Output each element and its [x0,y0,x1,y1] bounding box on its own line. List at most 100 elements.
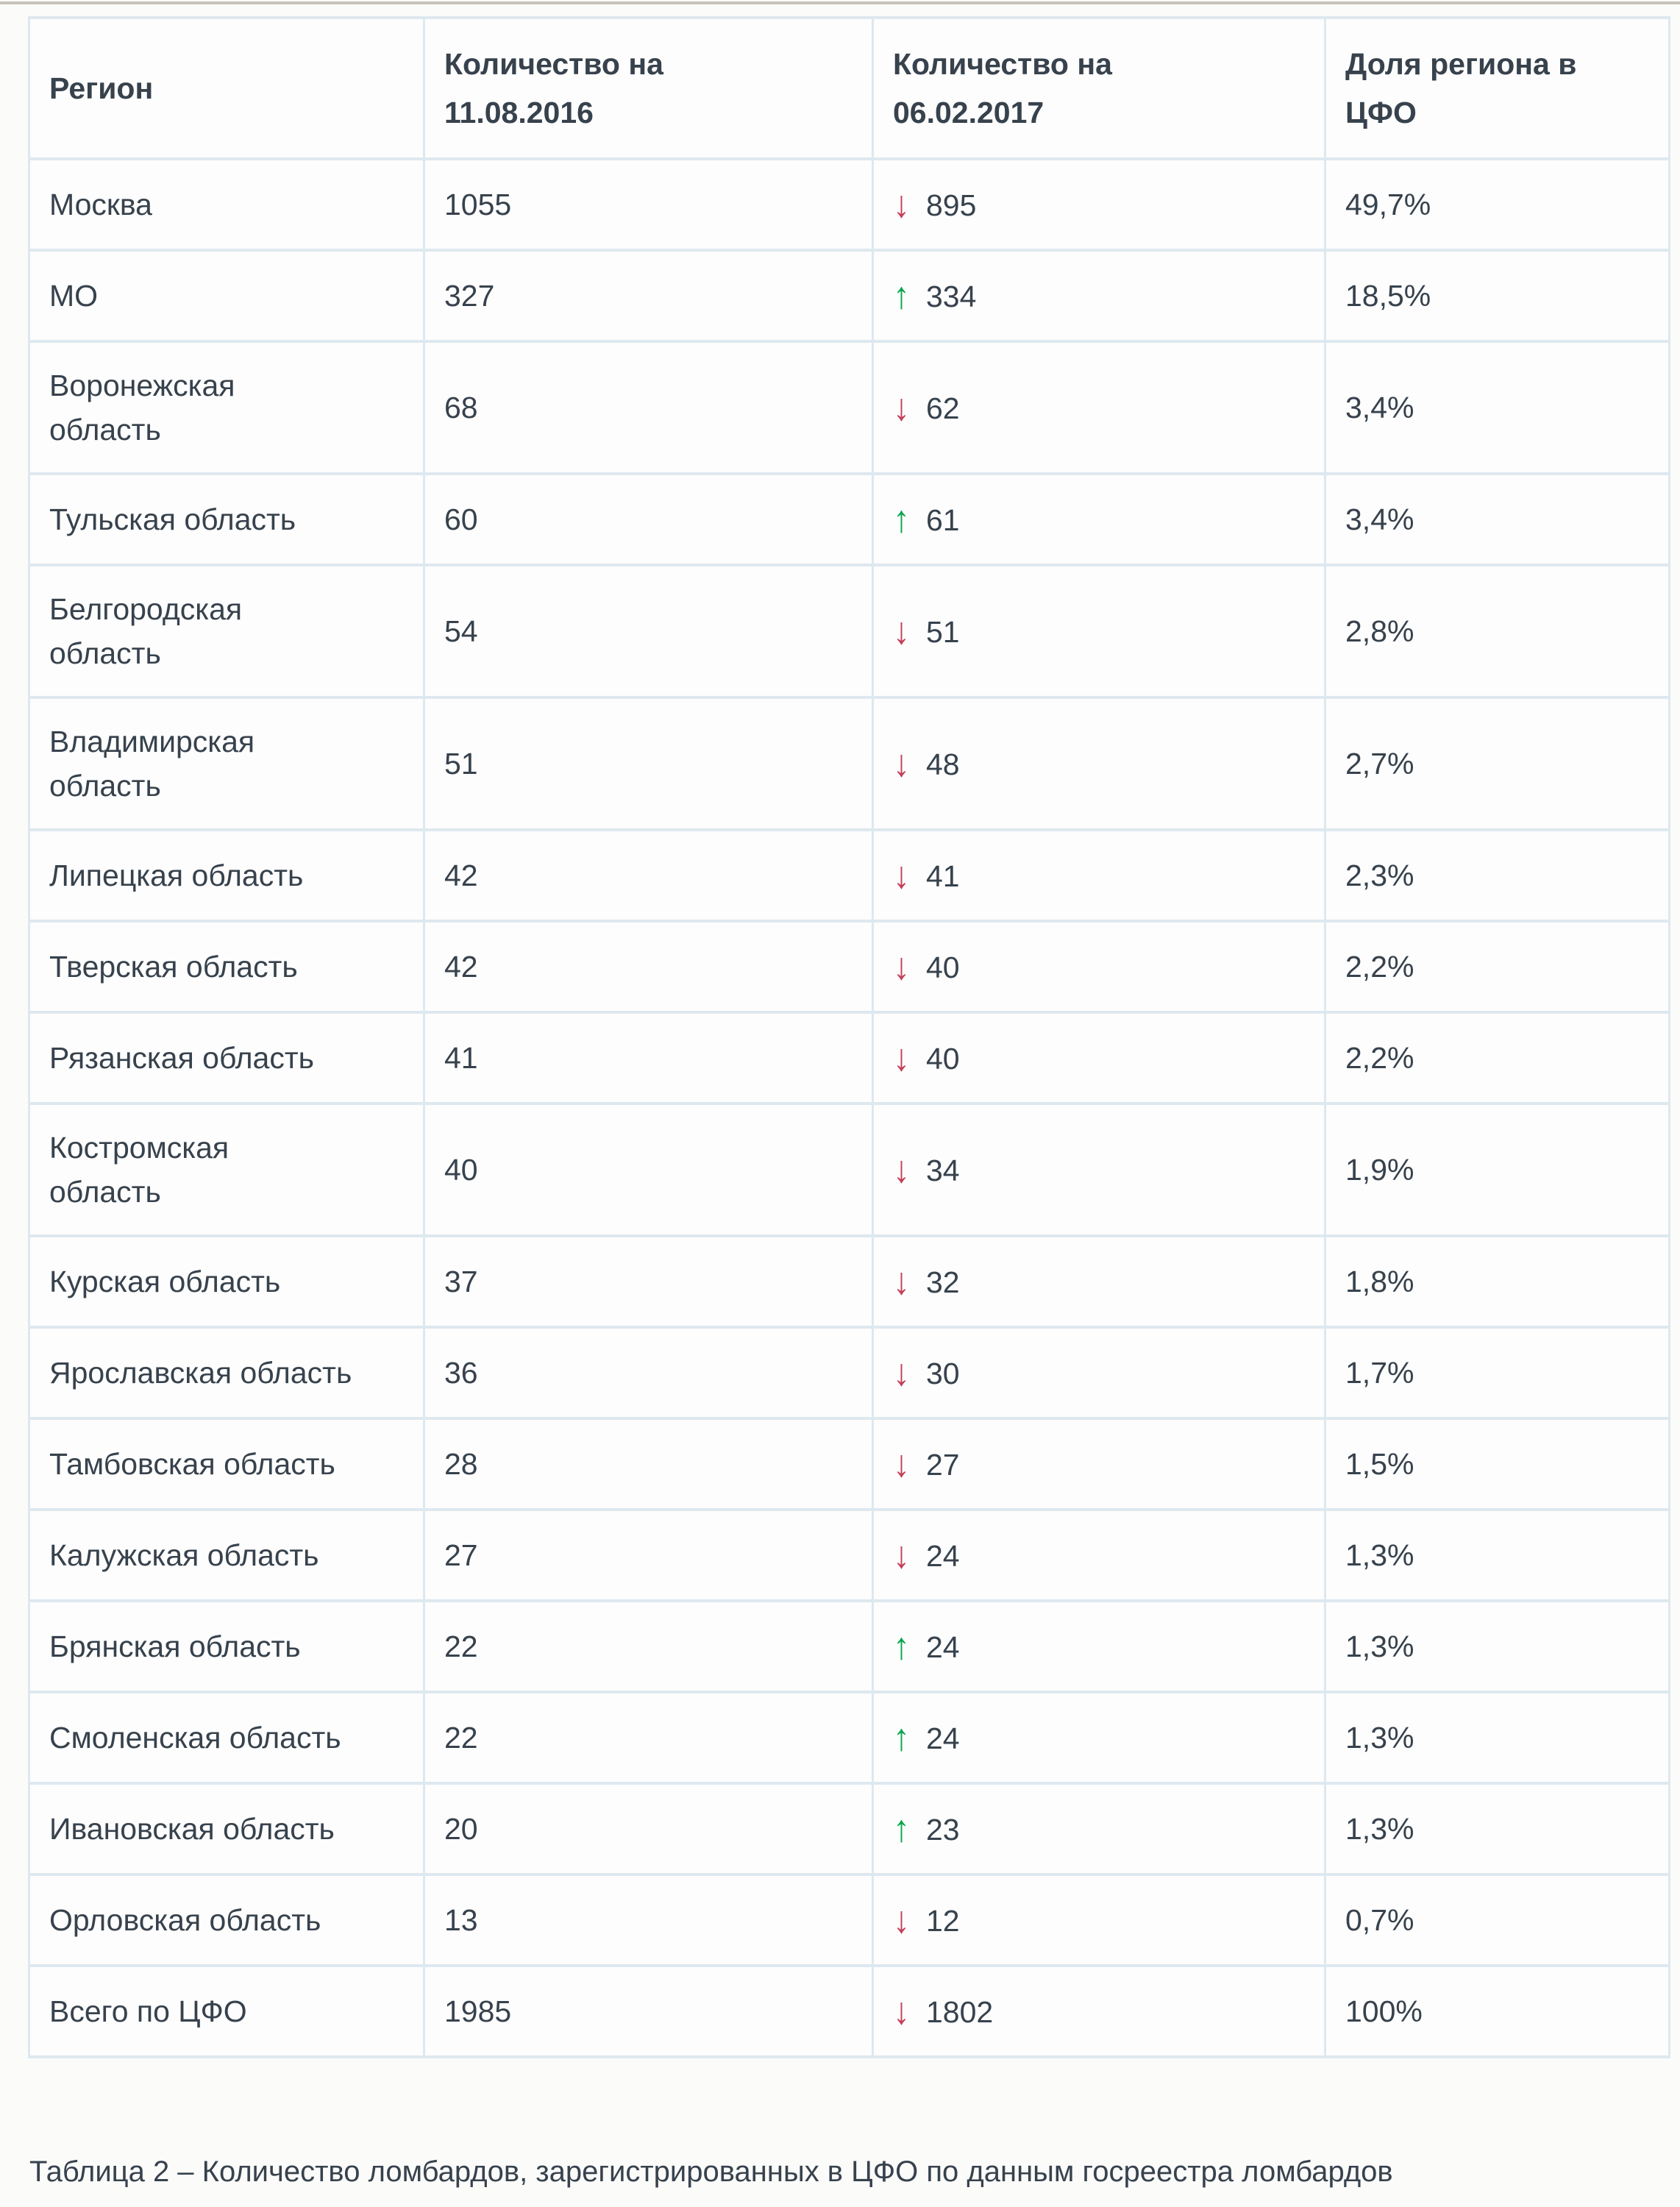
regions-table-body: Москва 1055 ↓ 895 49,7% МО 327 ↑ 334 18,5% Воронеж… [28,157,1670,2058]
share-cell: 18,5% [1324,249,1670,343]
share-cell: 2,3% [1324,828,1670,923]
share-cell: 1,8% [1324,1234,1670,1329]
table-row: Калужская область 27 ↓ 24 1,3% [28,1508,1670,1602]
count-2017-cell: ↑ 24 [872,1599,1326,1694]
count-2017-cell: ↓ 34 [872,1102,1326,1237]
header-share: Доля региона в ЦФО [1324,16,1670,160]
down-arrow-icon: ↓ [893,1035,910,1079]
count-2017-value: 24 [926,1539,960,1573]
count-2016-cell: 51 [423,696,874,831]
count-2017-value: 51 [926,615,960,649]
share-cell: 1,9% [1324,1102,1670,1237]
region-cell: Тверская область [28,920,425,1014]
table-row: Липецкая область 42 ↓ 41 2,3% [28,828,1670,923]
table-row: Смоленская область 22 ↑ 24 1,3% [28,1691,1670,1785]
count-2017-value: 27 [926,1448,960,1482]
count-2016-cell: 13 [423,1873,874,1967]
table-row: Всего по ЦФО 1985 ↓ 1802 100% [28,1964,1670,2058]
down-arrow-icon: ↓ [893,741,910,785]
count-2016-cell: 41 [423,1011,874,1105]
table-row: Тамбовская область 28 ↓ 27 1,5% [28,1417,1670,1511]
count-2017-value: 41 [926,859,960,893]
header-region: Регион [28,16,425,160]
count-2017-cell: ↓ 40 [872,1011,1326,1105]
count-2017-value: 40 [926,950,960,984]
count-2016-cell: 42 [423,920,874,1014]
count-2016-cell: 327 [423,249,874,343]
count-2017-cell: ↓ 895 [872,157,1326,252]
table-row: Тульская область 60 ↑ 61 3,4% [28,472,1670,566]
share-cell: 49,7% [1324,157,1670,252]
down-arrow-icon: ↓ [893,1259,910,1303]
count-2016-cell: 1985 [423,1964,874,2058]
count-2016-cell: 54 [423,564,874,699]
up-arrow-icon: ↑ [893,273,910,317]
table-row: Владимирская область 51 ↓ 48 2,7% [28,696,1670,831]
share-cell: 3,4% [1324,472,1670,566]
region-cell: Тамбовская область [28,1417,425,1511]
table-row: Ярославская область 36 ↓ 30 1,7% [28,1326,1670,1420]
region-cell: Тульская область [28,472,425,566]
share-cell: 1,3% [1324,1508,1670,1602]
region-cell: Липецкая область [28,828,425,923]
count-2017-cell: ↓ 62 [872,340,1326,475]
up-arrow-icon: ↑ [893,1624,910,1668]
count-2017-cell: ↓ 30 [872,1326,1326,1420]
region-cell: Белгородская область [28,564,425,699]
count-2016-cell: 40 [423,1102,874,1237]
count-2017-value: 895 [926,188,977,222]
count-2016-cell: 27 [423,1508,874,1602]
share-cell: 2,7% [1324,696,1670,831]
count-2017-cell: ↓ 1802 [872,1964,1326,2058]
count-2017-value: 334 [926,280,977,313]
count-2016-cell: 42 [423,828,874,923]
count-2017-value: 40 [926,1042,960,1076]
region-cell: Воронежская область [28,340,425,475]
down-arrow-icon: ↓ [893,1350,910,1394]
count-2017-cell: ↑ 24 [872,1691,1326,1785]
count-2016-cell: 36 [423,1326,874,1420]
count-2017-value: 24 [926,1721,960,1755]
count-2016-cell: 68 [423,340,874,475]
header-row: Регион Количество на 11.08.2016 Количест… [28,16,1670,160]
region-cell: МО [28,249,425,343]
region-cell: Ярославская область [28,1326,425,1420]
share-cell: 3,4% [1324,340,1670,475]
region-cell: Брянская область [28,1599,425,1694]
count-2017-cell: ↓ 40 [872,920,1326,1014]
region-cell: Костромская область [28,1102,425,1237]
count-2017-value: 24 [926,1630,960,1664]
count-2016-cell: 22 [423,1691,874,1785]
count-2017-cell: ↓ 24 [872,1508,1326,1602]
count-2017-value: 30 [926,1357,960,1390]
down-arrow-icon: ↓ [893,385,910,429]
count-2017-cell: ↑ 334 [872,249,1326,343]
count-2016-cell: 37 [423,1234,874,1329]
header-count-2016: Количество на 11.08.2016 [423,16,874,160]
region-cell: Москва [28,157,425,252]
region-cell: Смоленская область [28,1691,425,1785]
share-cell: 100% [1324,1964,1670,2058]
share-cell: 2,2% [1324,1011,1670,1105]
table-row: Орловская область 13 ↓ 12 0,7% [28,1873,1670,1967]
count-2016-cell: 20 [423,1782,874,1876]
count-2017-cell: ↓ 12 [872,1873,1326,1967]
region-cell: Ивановская область [28,1782,425,1876]
up-arrow-icon: ↑ [893,1806,910,1850]
region-cell: Курская область [28,1234,425,1329]
region-cell: Владимирская область [28,696,425,831]
share-cell: 1,7% [1324,1326,1670,1420]
table-row: Воронежская область 68 ↓ 62 3,4% [28,340,1670,475]
count-2017-value: 32 [926,1265,960,1299]
share-cell: 1,5% [1324,1417,1670,1511]
count-2017-cell: ↓ 41 [872,828,1326,923]
count-2017-cell: ↓ 32 [872,1234,1326,1329]
count-2016-cell: 1055 [423,157,874,252]
count-2017-cell: ↓ 27 [872,1417,1326,1511]
count-2017-value: 62 [926,391,960,425]
table-row: Брянская область 22 ↑ 24 1,3% [28,1599,1670,1694]
table-row: Костромская область 40 ↓ 34 1,9% [28,1102,1670,1237]
table-row: Рязанская область 41 ↓ 40 2,2% [28,1011,1670,1105]
count-2016-cell: 60 [423,472,874,566]
count-2017-value: 61 [926,503,960,537]
